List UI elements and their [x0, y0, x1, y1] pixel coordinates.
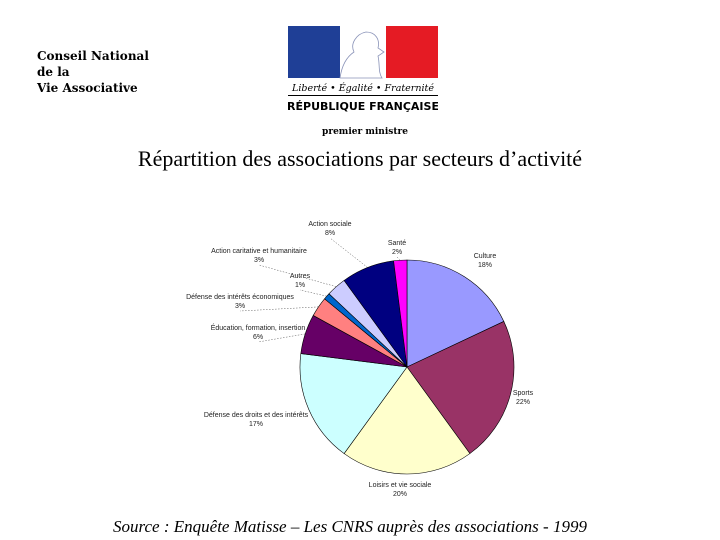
pie-value-label-8: 3% [254, 257, 264, 264]
pie-value-label-1: 18% [478, 262, 492, 269]
pie-value-label-10: 2% [392, 249, 402, 256]
pie-slice-1 [406, 259, 505, 368]
pie-value-label-3: 20% [393, 491, 407, 498]
pie-label-10: Santé [388, 240, 406, 247]
pie-leader-line-9 [329, 237, 368, 268]
subtitle-premier-ministre: premier ministre [322, 127, 408, 137]
logo-blue-band [288, 26, 340, 78]
pie-value-label-6: 3% [235, 303, 245, 310]
pie-leader-line-5 [257, 333, 306, 343]
pie-value-label-5: 6% [253, 334, 263, 341]
pie-leader-lines [239, 237, 401, 343]
pie-leader-line-7 [299, 289, 327, 297]
pie-slice-3 [343, 366, 471, 475]
pie-label-4: Défense des droits et des intérêts [204, 412, 309, 419]
organization-name: Conseil National de la Vie Associative [37, 48, 149, 96]
org-line-2: de la [37, 65, 70, 79]
pie-labels: Culture 18% Sports 22% Loisirs et vie social… [186, 221, 534, 498]
pie-leader-line-6 [239, 306, 319, 312]
logo-red-band [386, 26, 438, 78]
pie-slice-4 [299, 353, 408, 454]
source-citation: Source : Enquête Matisse – Les CNRS aupr… [113, 517, 587, 536]
pie-label-2: Sports [513, 390, 534, 397]
logo-republic: RÉPUBLIQUE FRANÇAISE [288, 100, 438, 113]
pie-label-3: Loisirs et vie sociale [369, 482, 432, 489]
pie-leader-line-10 [396, 256, 401, 261]
pie-label-1: Culture [474, 253, 497, 260]
pie-label-6: Défense des intérêts économiques [186, 294, 294, 301]
pie-label-8: Action caritative et humanitaire [211, 248, 307, 255]
pie-value-label-7: 1% [295, 282, 305, 289]
pie-label-5: Éducation, formation, insertion [211, 323, 306, 332]
org-line-3: Vie Associative [37, 81, 138, 95]
org-line-1: Conseil National [37, 49, 149, 63]
pie-slices [299, 259, 515, 475]
pie-value-label-9: 8% [325, 230, 335, 237]
logo-motto: Liberté • Égalité • Fraternité [291, 82, 434, 94]
pie-value-label-2: 22% [516, 399, 530, 406]
pie-leader-line-8 [258, 264, 337, 287]
pie-label-9: Action sociale [308, 221, 351, 228]
pie-chart: Culture 18% Sports 22% Loisirs et vie social… [186, 221, 534, 498]
logo-divider [288, 95, 438, 96]
pie-slice-2 [406, 321, 515, 454]
republique-francaise-logo: Liberté • Égalité • Fraternité RÉPUBLIQU… [288, 26, 438, 113]
marianne-profile-icon [339, 31, 385, 79]
chart-title: Répartition des associations par secteur… [137, 146, 583, 171]
pie-label-7: Autres [290, 273, 311, 280]
pie-value-label-4: 17% [249, 421, 263, 428]
